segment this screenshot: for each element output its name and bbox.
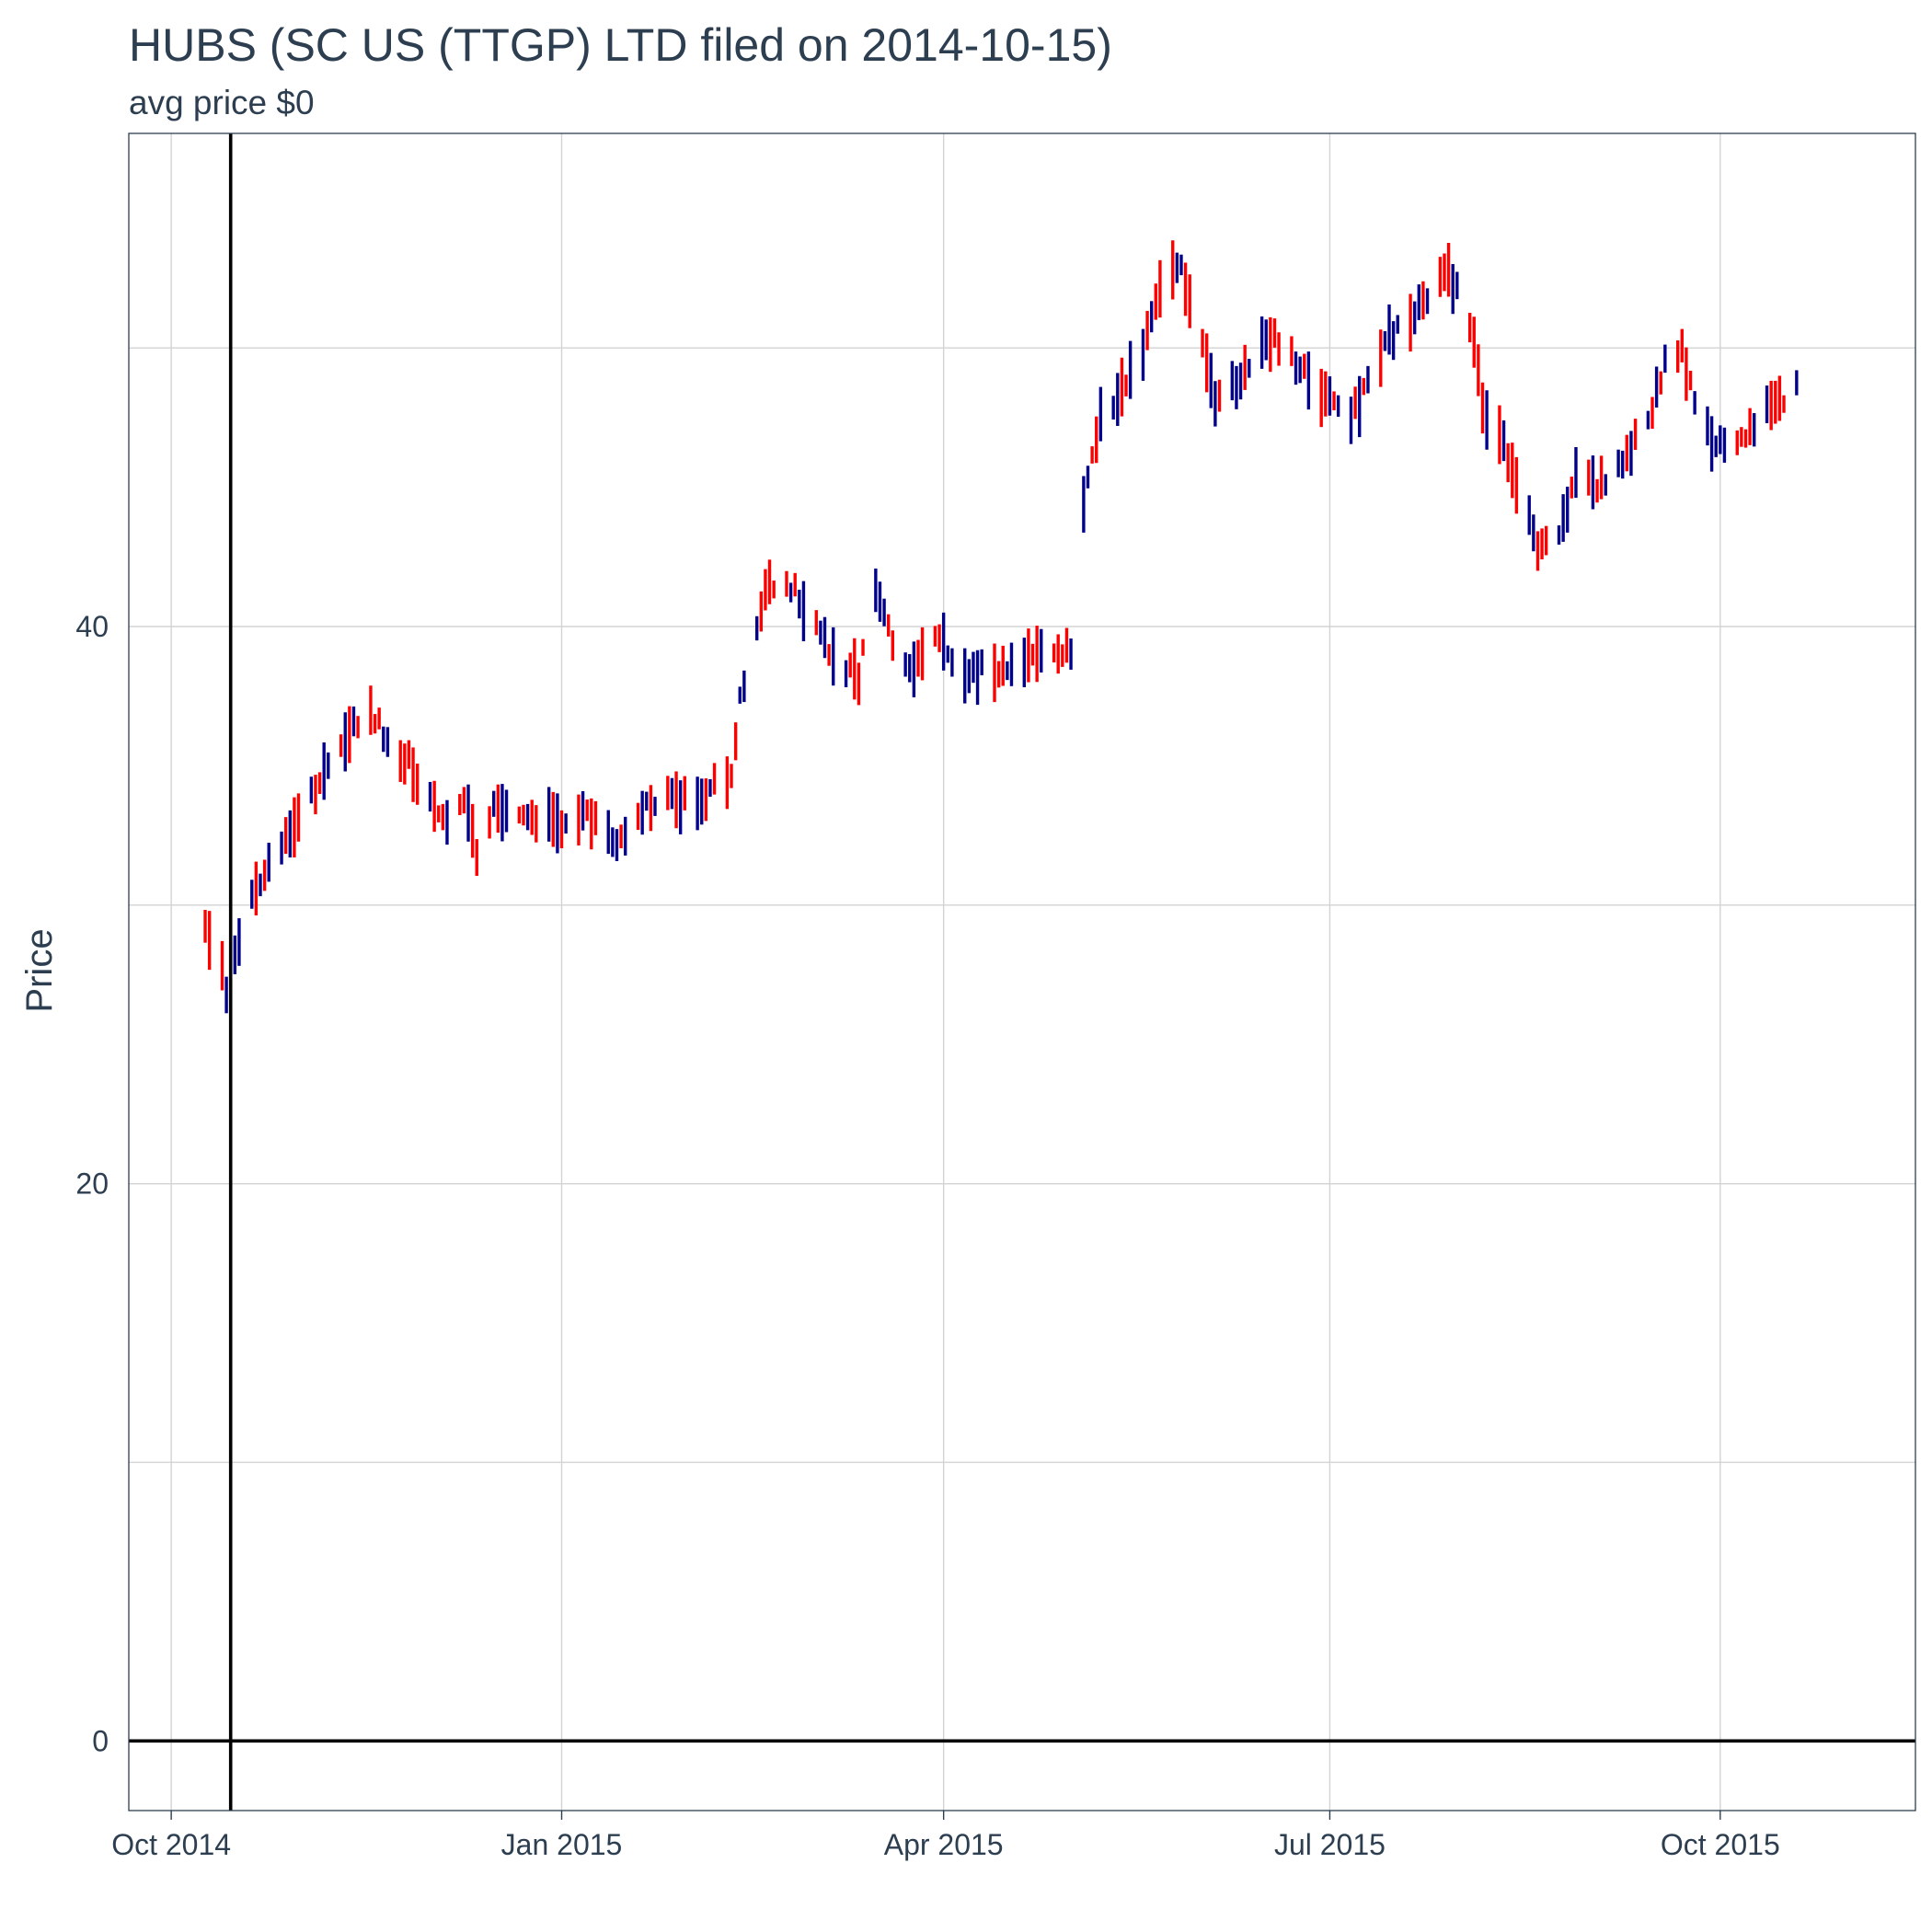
reference-lines (129, 133, 1915, 1811)
plot-frame (128, 132, 1916, 1811)
x-tick-label: Oct 2014 (111, 1828, 231, 1861)
y-tick-label: 0 (92, 1724, 109, 1757)
chart-subtitle: avg price $0 (129, 84, 315, 121)
y-tick-label: 20 (75, 1167, 109, 1201)
axis-ticks: 0 20 40 Oct 2014 Jan 2015 Apr 2015 Jul 2015 Oct… (75, 610, 1779, 1861)
x-tick-label: Apr 2015 (884, 1828, 1004, 1861)
grid-lines (129, 133, 1915, 1811)
x-tick-label: Oct 2015 (1661, 1828, 1780, 1861)
x-tick-label: Jul 2015 (1274, 1828, 1386, 1861)
y-axis-title: Price (19, 928, 60, 1012)
ohlc-bars (203, 240, 1799, 1014)
y-tick-label: 40 (75, 610, 109, 643)
x-tick-label: Jan 2015 (501, 1828, 623, 1861)
chart-title: HUBS (SC US (TTGP) LTD filed on 2014-10-… (129, 19, 1112, 71)
